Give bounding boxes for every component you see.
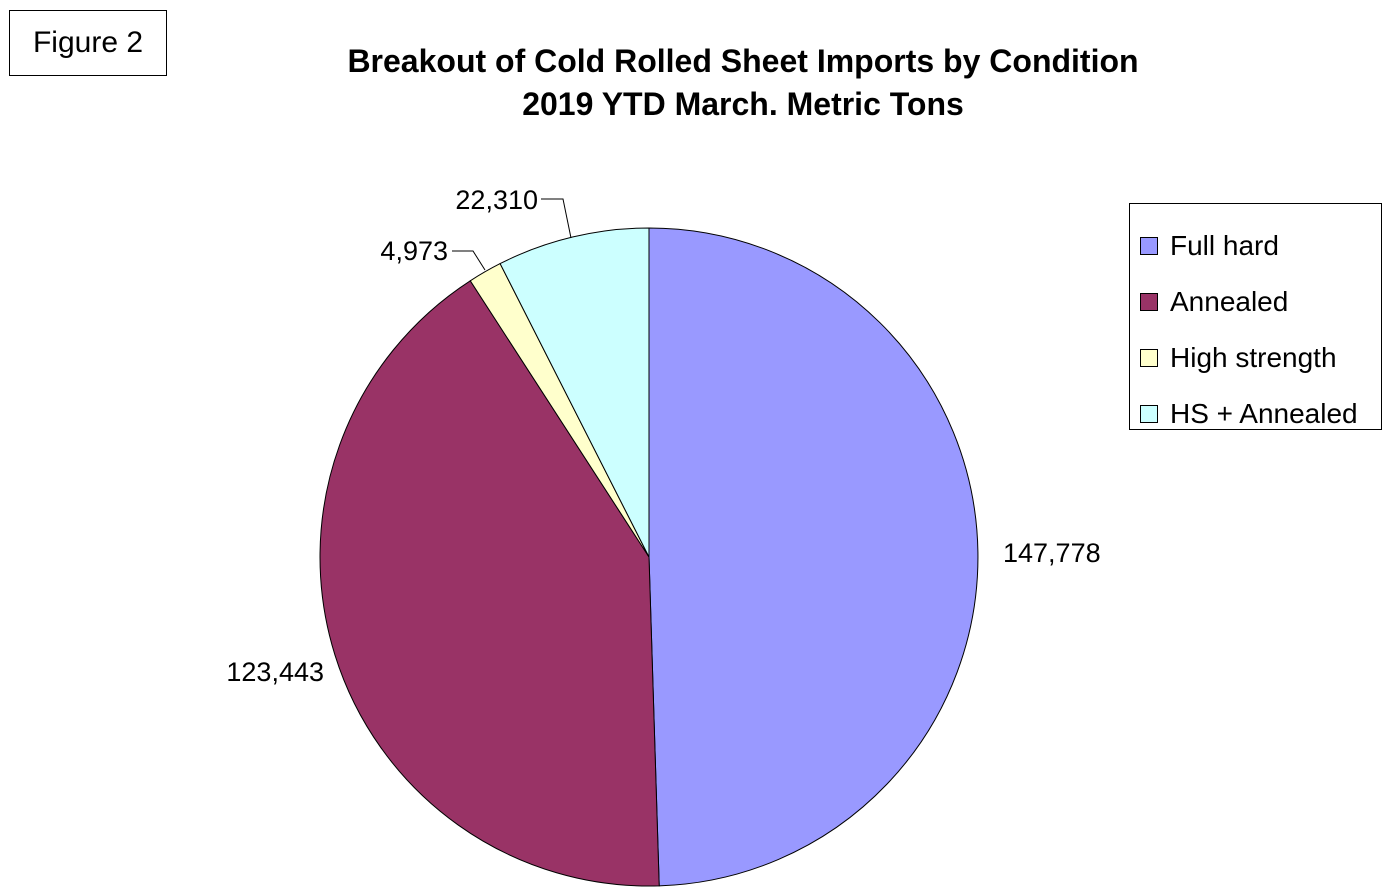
legend-item-annealed: Annealed (1130, 274, 1381, 330)
data-label-full-hard: 147,778 (1003, 538, 1101, 568)
legend-swatch-full-hard (1140, 237, 1158, 255)
pie-slice-hs-annealed (499, 227, 650, 558)
data-label-hs-annealed: 22,310 (455, 185, 538, 215)
legend-label-high-strength: High strength (1170, 342, 1337, 373)
chart-title: Breakout of Cold Rolled Sheet Imports by… (347, 43, 1139, 79)
legend-item-hs-annealed: HS + Annealed (1130, 386, 1381, 442)
legend-swatch-high-strength (1140, 349, 1158, 367)
legend-item-high-strength: High strength (1130, 330, 1381, 386)
chart-title-block: Breakout of Cold Rolled Sheet Imports by… (200, 40, 1286, 126)
legend-swatch-annealed (1140, 293, 1158, 311)
legend-swatch-hs-annealed (1140, 405, 1158, 423)
pie-slice-annealed (319, 280, 660, 887)
legend-label-hs-annealed: HS + Annealed (1170, 398, 1358, 429)
legend: Full hard Annealed High strength HS + An… (1129, 203, 1382, 430)
pie-slice-full-hard (648, 227, 979, 887)
data-label-annealed: 123,443 (226, 657, 324, 687)
legend-label-annealed: Annealed (1170, 286, 1289, 317)
legend-label-full-hard: Full hard (1170, 230, 1279, 261)
data-label-high-strength: 4,973 (380, 236, 448, 266)
leader-line-high-strength (452, 250, 486, 271)
chart-subtitle: 2019 YTD March. Metric Tons (522, 86, 964, 122)
figure-label: Figure 2 (9, 10, 167, 76)
leader-line-hs-annealed (541, 198, 572, 239)
legend-item-full-hard: Full hard (1130, 218, 1381, 274)
